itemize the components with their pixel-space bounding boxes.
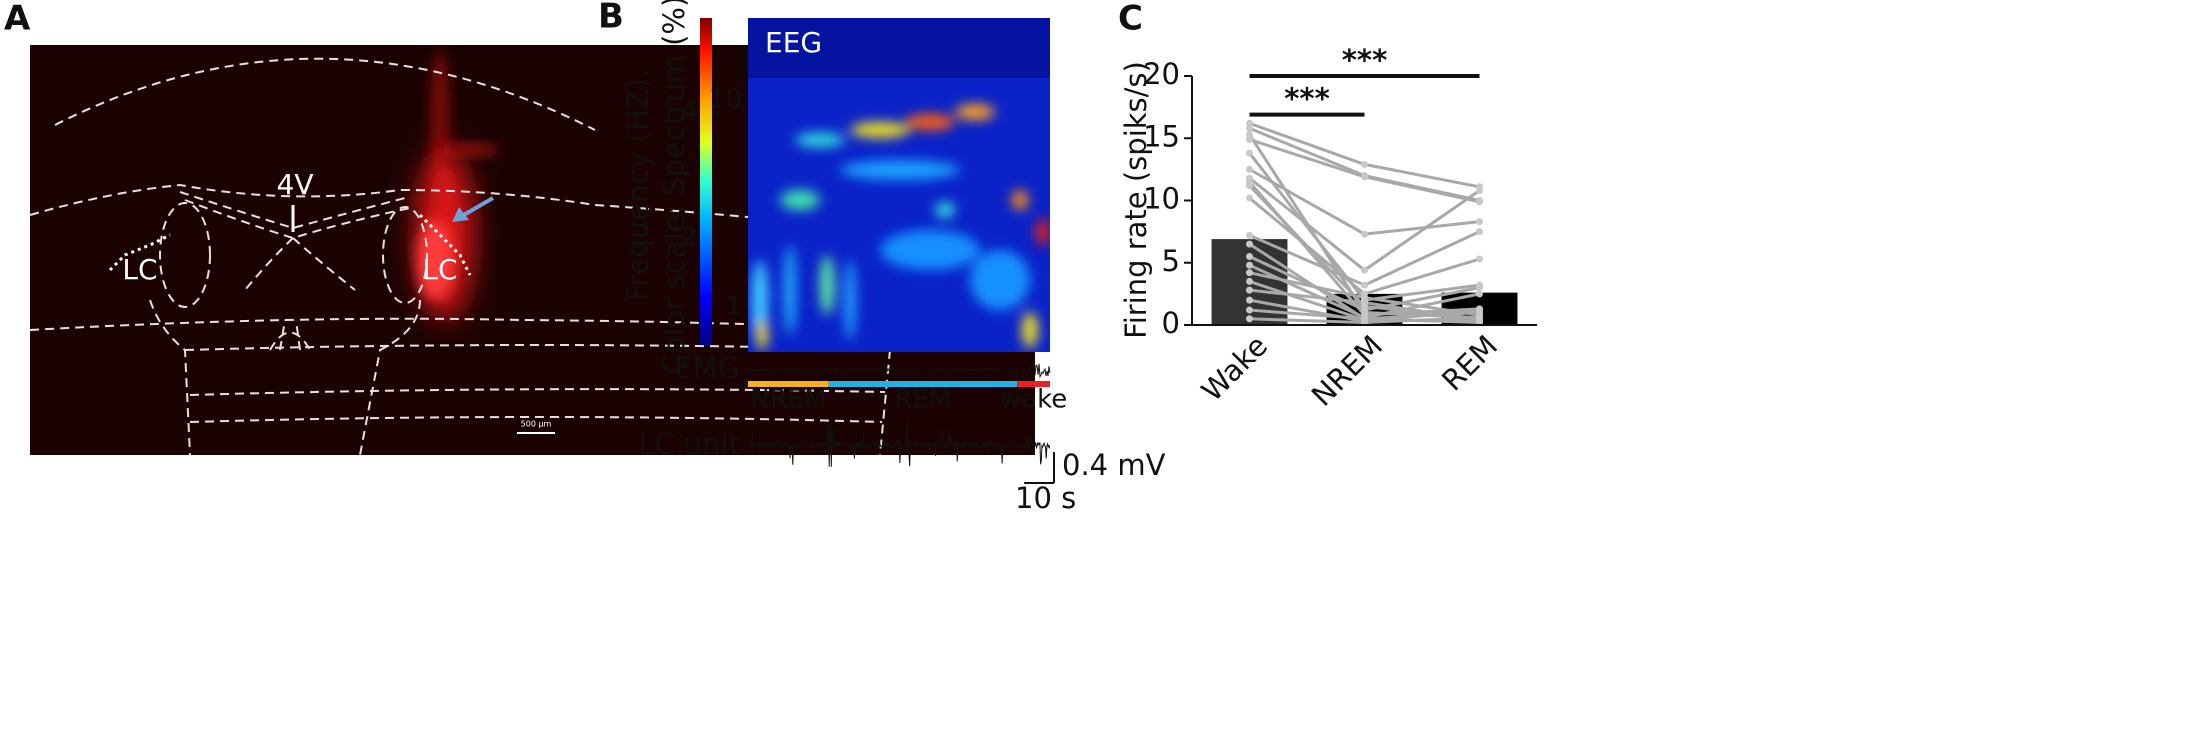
scale-bar-label: 0.4 mV bbox=[1062, 448, 1166, 482]
y-tick-label: 5 bbox=[1162, 244, 1180, 278]
state-segment bbox=[1017, 381, 1050, 387]
x-tick-label: NREM bbox=[1305, 329, 1389, 413]
trace-label: LC unit bbox=[638, 427, 740, 461]
state-segment bbox=[828, 381, 1018, 387]
paired-point bbox=[1246, 131, 1253, 139]
y-tick-label: 20 bbox=[1143, 57, 1180, 91]
paired-point bbox=[1246, 315, 1253, 323]
y-axis-label: Color scale: Spectrum (%) bbox=[657, 0, 691, 374]
paired-point bbox=[1246, 240, 1253, 248]
paired-point bbox=[1246, 306, 1253, 314]
paired-point bbox=[1246, 269, 1253, 277]
colorbar bbox=[700, 18, 712, 345]
paired-point bbox=[1246, 253, 1253, 261]
paired-point bbox=[1361, 160, 1368, 168]
scale-bar-label: 10 s bbox=[1015, 481, 1076, 515]
paired-point bbox=[1476, 284, 1483, 292]
paired-point bbox=[1476, 218, 1483, 226]
paired-point bbox=[1246, 124, 1253, 132]
panel-label: A bbox=[4, 0, 31, 39]
paired-point bbox=[1361, 306, 1368, 314]
paired-point bbox=[1476, 187, 1483, 195]
panel-label: B bbox=[598, 0, 624, 37]
paired-point bbox=[1361, 294, 1368, 302]
paired-point bbox=[1476, 290, 1483, 298]
paired-point bbox=[1246, 286, 1253, 294]
paired-point bbox=[1246, 135, 1253, 143]
y-tick-label: 10 bbox=[1143, 182, 1180, 216]
paired-point bbox=[1246, 231, 1253, 239]
y-axis-label: Firing rate (spiks/s) bbox=[1119, 61, 1153, 339]
paired-point bbox=[1246, 149, 1253, 157]
trace-label: EMG bbox=[674, 351, 740, 385]
significance-label: *** bbox=[1284, 82, 1330, 116]
paired-point bbox=[1361, 230, 1368, 238]
paired-point bbox=[1246, 119, 1253, 127]
emg-trace bbox=[747, 363, 1051, 380]
inset-label: EEG bbox=[765, 26, 822, 59]
paired-point bbox=[1361, 266, 1368, 274]
significance-label: *** bbox=[1342, 43, 1388, 77]
paired-point bbox=[1476, 198, 1483, 206]
paired-point bbox=[1476, 228, 1483, 236]
state-label: NREM bbox=[750, 385, 826, 415]
paired-point bbox=[1246, 261, 1253, 269]
unit-trace bbox=[747, 420, 1051, 467]
x-tick-label: REM bbox=[1435, 329, 1504, 398]
paired-point bbox=[1246, 182, 1253, 190]
colorbar-tick-label: 4 bbox=[680, 97, 697, 127]
scale-bar-label: 500 µm bbox=[521, 420, 552, 429]
paired-point bbox=[1361, 299, 1368, 307]
paired-point bbox=[1476, 314, 1483, 322]
paired-point bbox=[1476, 255, 1483, 263]
panel-label: C bbox=[1118, 0, 1143, 39]
region-label: LC bbox=[422, 253, 457, 286]
freq-tick-label: 10 bbox=[709, 85, 742, 115]
paired-point bbox=[1246, 165, 1253, 173]
y-tick-label: 0 bbox=[1162, 306, 1180, 340]
state-label: REM bbox=[894, 385, 951, 415]
region-label: 4V bbox=[277, 168, 314, 201]
paired-point bbox=[1476, 306, 1483, 314]
paired-point bbox=[1246, 277, 1253, 285]
colorbar-tick-label: 2 bbox=[680, 223, 697, 253]
paired-point bbox=[1246, 296, 1253, 304]
paired-point bbox=[1246, 194, 1253, 202]
x-tick-label: Wake bbox=[1195, 329, 1274, 408]
y-axis-label: Frequency (HZ). bbox=[621, 69, 655, 302]
freq-tick-label: 1 bbox=[725, 291, 742, 321]
region-label: LC bbox=[122, 253, 157, 286]
paired-point bbox=[1361, 281, 1368, 289]
state-segment bbox=[748, 381, 829, 387]
paired-point bbox=[1361, 173, 1368, 181]
y-tick-label: 15 bbox=[1143, 119, 1180, 153]
state-label: wake bbox=[1000, 385, 1067, 415]
spectrogram: EEG bbox=[748, 18, 1050, 352]
